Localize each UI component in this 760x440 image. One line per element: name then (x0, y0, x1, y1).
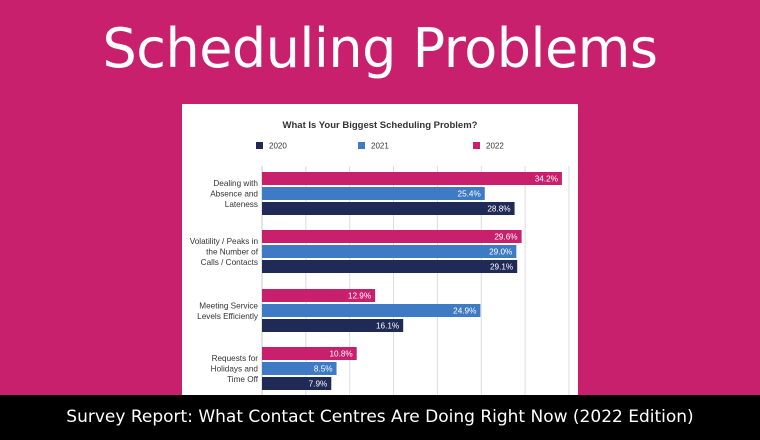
category-label: Levels Efficiently (197, 312, 259, 321)
category-label: Dealing with (213, 179, 258, 188)
category-label: Holidays and (211, 365, 259, 374)
category-label: Meeting Service (199, 301, 258, 310)
category-label: Absence and (210, 190, 258, 199)
bar-value-label: 29.1% (490, 263, 513, 272)
bar-value-label: 10.8% (329, 350, 352, 359)
legend-label-2020: 2020 (269, 142, 287, 151)
bar-value-label: 12.9% (348, 292, 371, 301)
bar-2021 (262, 362, 337, 375)
category-label: Volatility / Peaks in (190, 237, 259, 246)
chart-card: What Is Your Biggest Scheduling Problem?… (182, 104, 578, 395)
bar-2021 (262, 245, 517, 258)
legend-label-2022: 2022 (486, 142, 504, 151)
bar-value-label: 28.8% (487, 205, 510, 214)
legend-label-2021: 2021 (371, 142, 389, 151)
bar-2020 (262, 319, 404, 332)
bar-2020 (262, 260, 518, 273)
legend-swatch-2021 (358, 142, 365, 149)
legend-swatch-2020 (256, 142, 263, 149)
bar-2020 (262, 202, 515, 215)
bar-value-label: 34.2% (535, 175, 558, 184)
bar-value-label: 8.5% (314, 365, 333, 374)
category-label: Requests for (212, 354, 259, 363)
category-label: Calls / Contacts (201, 258, 258, 267)
category-label: Time Off (227, 375, 259, 384)
bar-2022 (262, 230, 522, 243)
footer-caption: Survey Report: What Contact Centres Are … (0, 395, 760, 440)
category-label: Lateness (225, 200, 258, 209)
bar-2021 (262, 304, 481, 317)
chart-title: What Is Your Biggest Scheduling Problem? (283, 120, 478, 131)
bar-value-label: 29.0% (489, 248, 512, 257)
bar-value-label: 25.4% (458, 190, 481, 199)
bars: 34.2% 29.6% 12.9% 10.8% 25.4% 29.0% 24.9% 8.5% 2… (262, 172, 562, 390)
legend-swatch-2022 (473, 142, 480, 149)
bar-value-label: 16.1% (376, 322, 399, 331)
bar-2022 (262, 347, 357, 360)
bar-2021 (262, 187, 485, 200)
banner-title: Scheduling Problems (102, 17, 659, 80)
bar-2020 (262, 377, 332, 390)
category-label: the Number of (206, 248, 259, 257)
bar-chart: What Is Your Biggest Scheduling Problem?… (190, 120, 570, 395)
legend: 2020 2021 2022 (256, 142, 504, 151)
bar-2022 (262, 172, 562, 185)
bar-2022 (262, 289, 376, 302)
bar-value-label: 24.9% (453, 307, 476, 316)
grid-lines (261, 166, 570, 395)
bar-value-label: 29.6% (494, 233, 517, 242)
bar-value-label: 7.9% (309, 380, 328, 389)
